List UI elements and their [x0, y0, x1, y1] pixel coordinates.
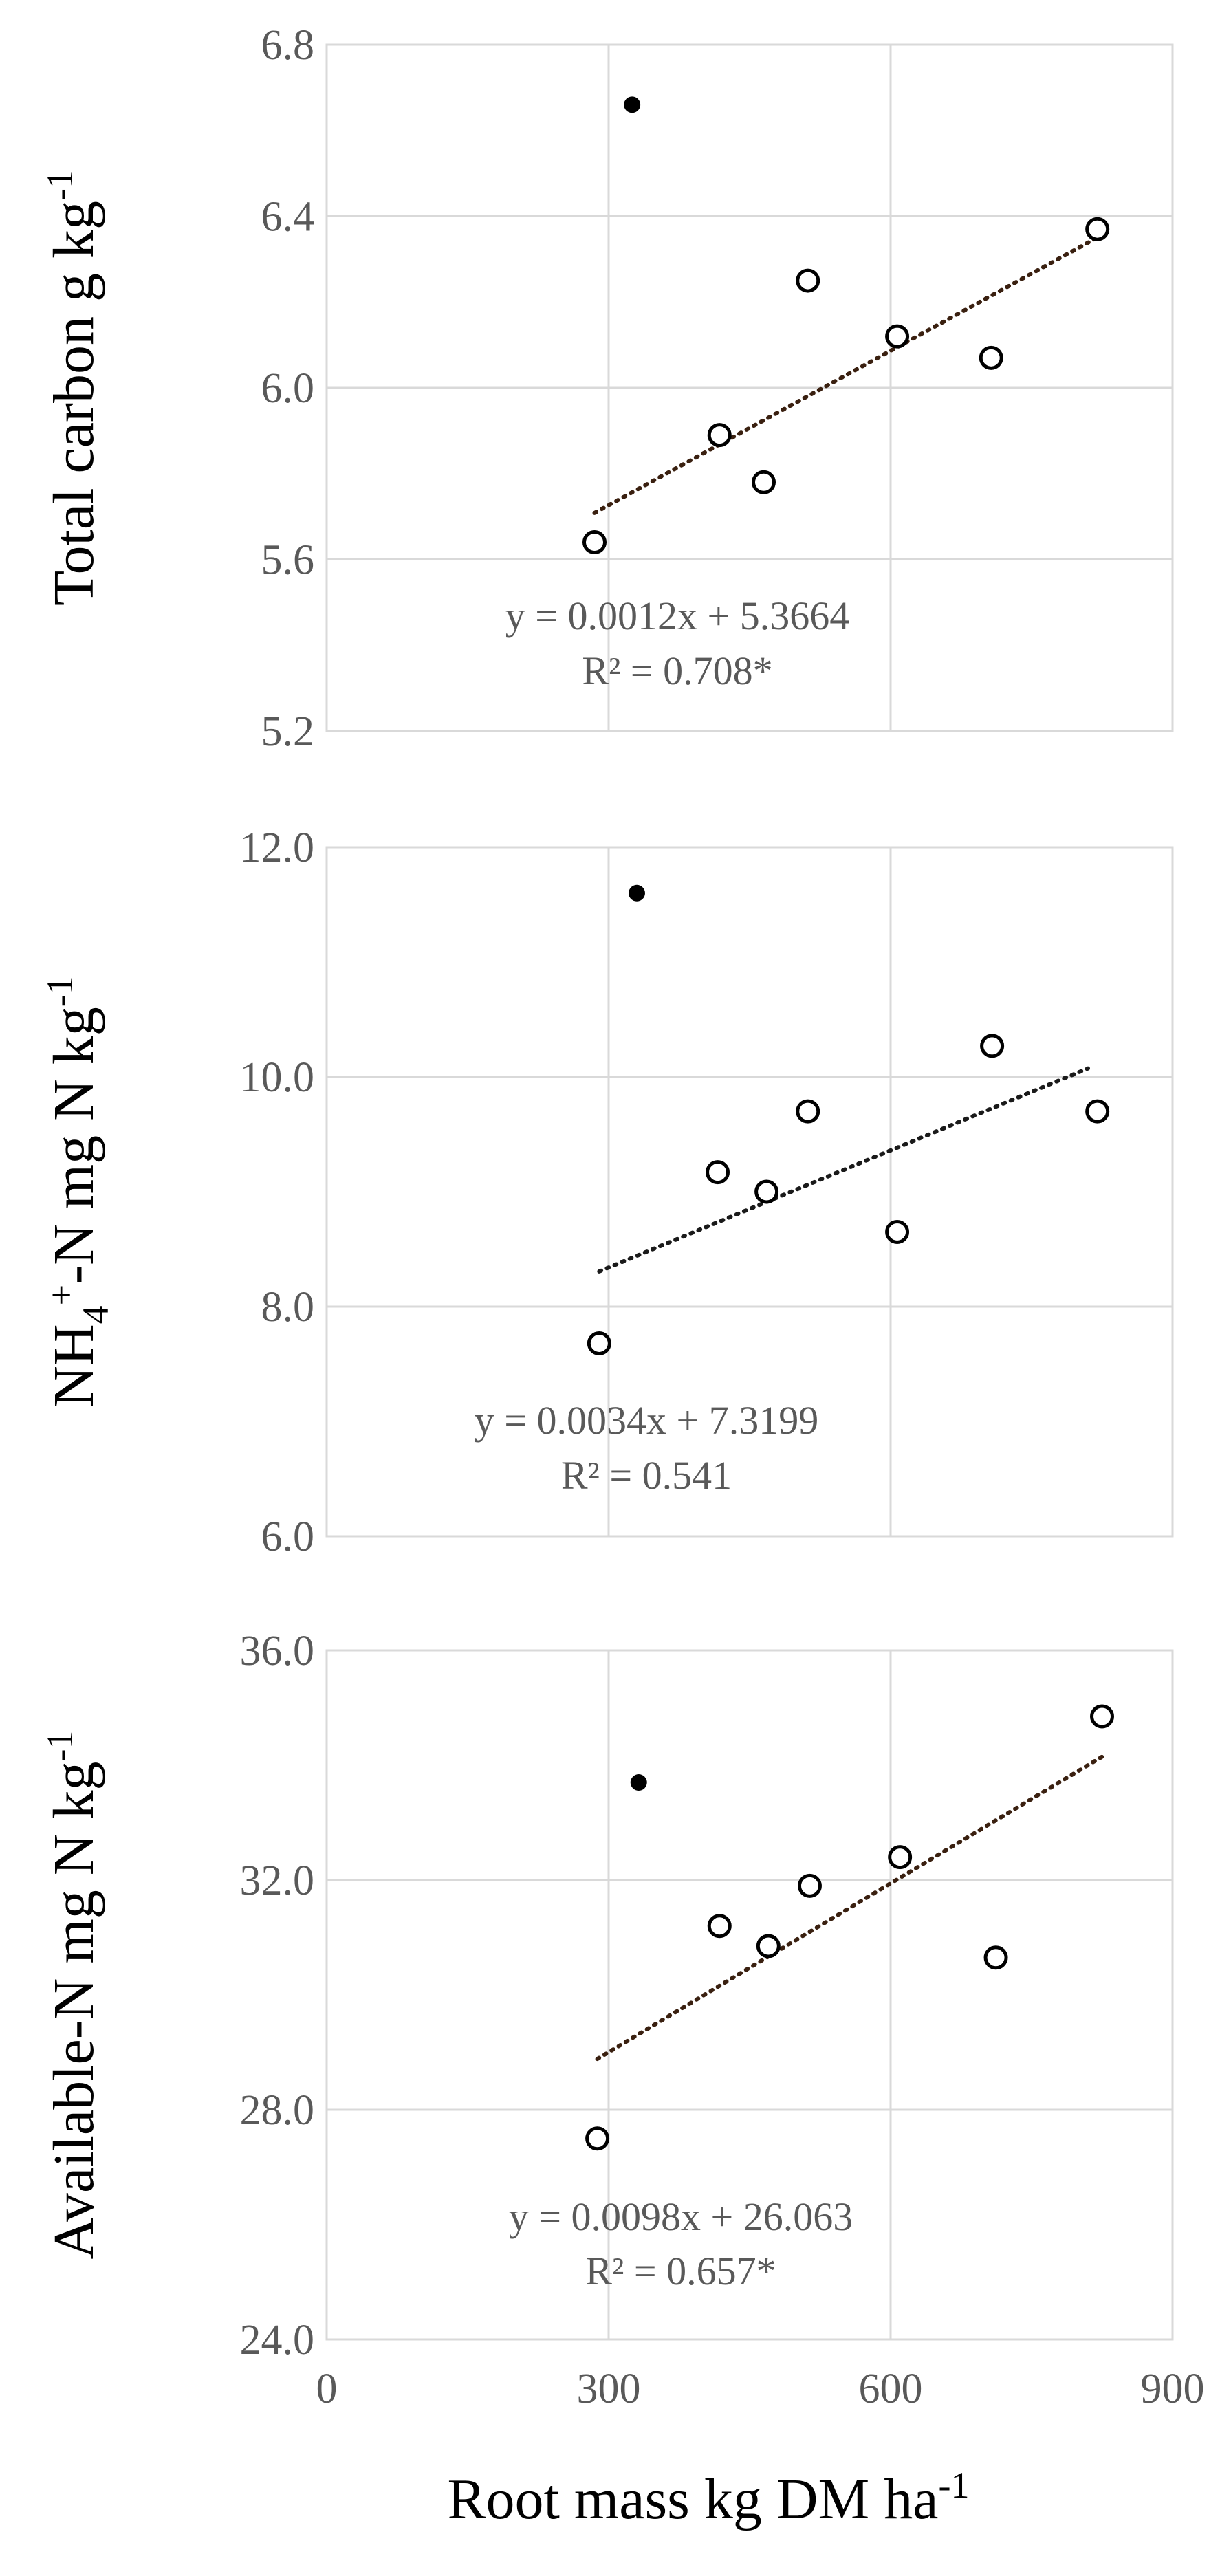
- data-point: [707, 1914, 732, 1939]
- x-tick-label: 900: [1141, 2366, 1205, 2412]
- y-axis-title-main: Available-N mg N kg: [42, 1762, 106, 2260]
- y-tick-label: 36.0: [240, 1628, 315, 1674]
- y-axis-title-main: NH: [42, 1324, 106, 1407]
- plot-area: [325, 43, 1174, 732]
- data-point: [885, 324, 910, 349]
- data-point: [754, 1179, 779, 1204]
- outlier-point: [624, 96, 641, 113]
- regression-equation: y = 0.0012x + 5.3664: [505, 593, 849, 638]
- y-axis-title-main: Total carbon g kg: [42, 201, 106, 606]
- y-axis-title-exponent: -1: [39, 976, 80, 1007]
- data-point: [1090, 1704, 1114, 1729]
- data-point: [587, 1331, 611, 1355]
- data-point: [706, 1160, 730, 1185]
- regression-equation: y = 0.0098x + 26.063: [509, 2194, 853, 2239]
- data-point: [585, 2126, 610, 2151]
- data-point: [980, 1034, 1005, 1058]
- outlier-point: [629, 884, 645, 902]
- y-tick-label: 5.6: [261, 537, 315, 584]
- y-axis-title-exponent: -1: [39, 170, 80, 201]
- data-point: [582, 530, 607, 555]
- data-point: [1085, 217, 1110, 241]
- y-tick-label: 8.0: [261, 1284, 315, 1331]
- r-squared: R² = 0.657*: [585, 2249, 776, 2293]
- y-axis-title-subscript: 4: [75, 1305, 116, 1324]
- y-tick-label: 6.0: [261, 365, 315, 412]
- trendline: [592, 235, 1100, 515]
- x-tick-label: 300: [577, 2366, 641, 2412]
- r-squared: R² = 0.708*: [582, 648, 772, 693]
- plot-area: [325, 846, 1174, 1538]
- x-axis-title: Root mass kg DM ha-1: [448, 2465, 970, 2531]
- data-point: [797, 1873, 822, 1898]
- y-tick-label: 12.0: [240, 825, 315, 871]
- y-axis-title: Total carbon g kg-1: [39, 170, 106, 606]
- y-tick-label: 6.0: [261, 1514, 315, 1560]
- y-axis-title-exponent: -1: [39, 1731, 80, 1762]
- plot-area: [325, 1649, 1174, 2341]
- y-axis-title: Available-N mg N kg-1: [39, 1731, 106, 2260]
- x-tick-label: 0: [316, 2366, 338, 2412]
- outlier-point: [630, 1774, 647, 1791]
- r-squared: R² = 0.541: [561, 1453, 732, 1498]
- trendline: [595, 1754, 1104, 2062]
- x-axis-title-exponent: -1: [939, 2465, 970, 2506]
- y-tick-label: 32.0: [240, 1857, 315, 1904]
- y-tick-label: 5.2: [261, 708, 315, 755]
- y-tick-label: 24.0: [240, 2317, 315, 2364]
- chart-panel-3: 24.0 28.0 32.0 36.0 y = 0.0098x + 26.063 R² =…: [39, 1628, 1205, 2531]
- y-axis-title-unit: -N mg N kg: [42, 1007, 106, 1285]
- data-point: [1085, 1099, 1110, 1124]
- x-tick-label: 600: [859, 2366, 923, 2412]
- data-point: [756, 1934, 781, 1958]
- y-tick-label: 10.0: [240, 1054, 315, 1101]
- y-axis-title: NH4+-N mg N kg-1: [39, 976, 116, 1407]
- x-axis-title-main: Root mass kg DM ha: [448, 2467, 939, 2531]
- y-tick-label: 6.8: [261, 22, 315, 69]
- data-point: [885, 1219, 910, 1244]
- trendline: [597, 1066, 1090, 1274]
- regression-equation: y = 0.0034x + 7.3199: [475, 1398, 818, 1443]
- data-point: [979, 345, 1003, 370]
- y-tick-label: 28.0: [240, 2087, 315, 2134]
- y-tick-label: 6.4: [261, 194, 315, 241]
- data-point: [796, 1099, 820, 1124]
- data-point: [707, 423, 732, 448]
- chart-panel-1: 5.2 5.6 6.0 6.4 6.8 y = 0.0012x + 5.3664 R² = …: [39, 22, 1174, 755]
- data-point: [796, 268, 820, 293]
- chart-panel-2: 6.0 8.0 10.0 12.0 y = 0.0034x + 7.3199 R² = 0…: [39, 825, 1174, 1560]
- data-point: [752, 470, 776, 494]
- y-axis-title-superscript: +: [41, 1285, 82, 1305]
- data-point: [888, 1845, 913, 1870]
- data-point: [983, 1945, 1008, 1970]
